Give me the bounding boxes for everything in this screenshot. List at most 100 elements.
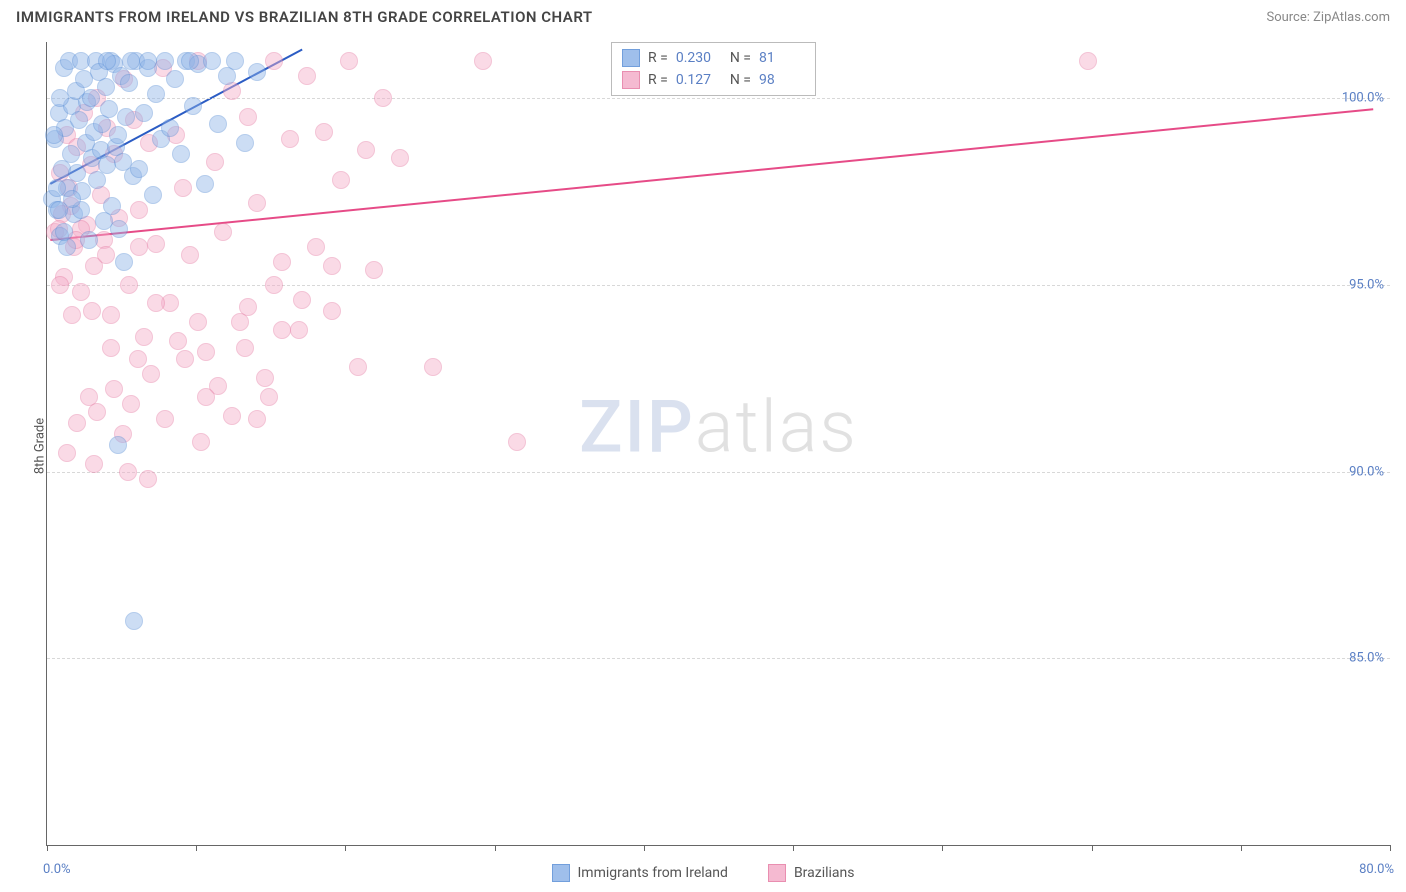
y-tick-label: 90.0% bbox=[1349, 464, 1384, 479]
legend-item-ireland: Immigrants from Ireland bbox=[552, 864, 728, 882]
scatter-point-brazilians bbox=[357, 141, 375, 159]
n-value-brazilians: 98 bbox=[759, 72, 805, 88]
scatter-point-brazilians bbox=[474, 52, 492, 70]
scatter-point-ireland bbox=[203, 52, 221, 70]
scatter-point-brazilians bbox=[130, 238, 148, 256]
scatter-point-ireland bbox=[172, 145, 190, 163]
x-tick bbox=[1092, 845, 1093, 851]
scatter-point-brazilians bbox=[323, 302, 341, 320]
source-attribution: Source: ZipAtlas.com bbox=[1266, 10, 1390, 25]
scatter-point-ireland bbox=[109, 126, 127, 144]
scatter-point-brazilians bbox=[120, 276, 138, 294]
legend-item-brazilians: Brazilians bbox=[768, 864, 855, 882]
scatter-point-ireland bbox=[51, 89, 69, 107]
scatter-point-brazilians bbox=[58, 444, 76, 462]
gridline-h bbox=[47, 98, 1390, 99]
scatter-point-brazilians bbox=[72, 283, 90, 301]
scatter-point-ireland bbox=[103, 197, 121, 215]
scatter-point-brazilians bbox=[102, 306, 120, 324]
scatter-point-brazilians bbox=[119, 463, 137, 481]
r-value-ireland: 0.230 bbox=[676, 50, 722, 66]
scatter-point-ireland bbox=[184, 97, 202, 115]
scatter-point-brazilians bbox=[147, 294, 165, 312]
legend-label-brazilians: Brazilians bbox=[794, 865, 855, 881]
scatter-point-ireland bbox=[97, 78, 115, 96]
scatter-point-ireland bbox=[82, 89, 100, 107]
n-label: N = bbox=[730, 50, 751, 66]
scatter-point-ireland bbox=[120, 74, 138, 92]
x-tick bbox=[1390, 845, 1391, 851]
scatter-point-brazilians bbox=[223, 407, 241, 425]
scatter-point-ireland bbox=[196, 175, 214, 193]
scatter-point-brazilians bbox=[102, 339, 120, 357]
scatter-point-brazilians bbox=[105, 380, 123, 398]
scatter-point-brazilians bbox=[51, 276, 69, 294]
scatter-point-brazilians bbox=[197, 388, 215, 406]
x-tick bbox=[1241, 845, 1242, 851]
scatter-point-ireland bbox=[80, 231, 98, 249]
y-tick-label: 85.0% bbox=[1349, 651, 1384, 666]
scatter-point-ireland bbox=[130, 160, 148, 178]
scatter-point-brazilians bbox=[156, 410, 174, 428]
x-tick bbox=[345, 845, 346, 851]
scatter-point-brazilians bbox=[323, 257, 341, 275]
scatter-point-ireland bbox=[98, 52, 116, 70]
scatter-point-ireland bbox=[115, 253, 133, 271]
swatch-ireland bbox=[622, 49, 640, 67]
scatter-point-brazilians bbox=[147, 235, 165, 253]
scatter-point-brazilians bbox=[265, 276, 283, 294]
scatter-point-brazilians bbox=[340, 52, 358, 70]
scatter-point-ireland bbox=[45, 126, 63, 144]
scatter-point-ireland bbox=[181, 52, 199, 70]
scatter-point-ireland bbox=[166, 70, 184, 88]
scatter-point-ireland bbox=[135, 104, 153, 122]
scatter-point-brazilians bbox=[239, 108, 257, 126]
scatter-point-brazilians bbox=[174, 179, 192, 197]
scatter-point-brazilians bbox=[181, 246, 199, 264]
scatter-point-brazilians bbox=[508, 433, 526, 451]
gridline-h bbox=[47, 658, 1390, 659]
scatter-point-brazilians bbox=[135, 328, 153, 346]
scatter-point-brazilians bbox=[307, 238, 325, 256]
stats-row-ireland: R = 0.230 N = 81 bbox=[622, 47, 805, 69]
legend-label-ireland: Immigrants from Ireland bbox=[578, 865, 728, 881]
scatter-point-ireland bbox=[122, 52, 140, 70]
scatter-point-brazilians bbox=[248, 410, 266, 428]
scatter-point-brazilians bbox=[248, 194, 266, 212]
scatter-point-ireland bbox=[109, 436, 127, 454]
scatter-point-brazilians bbox=[260, 388, 278, 406]
scatter-point-brazilians bbox=[290, 321, 308, 339]
r-label: R = bbox=[648, 72, 668, 88]
watermark-part1: ZIP bbox=[579, 385, 695, 470]
x-tick bbox=[47, 845, 48, 851]
chart-area: ZIPatlas R = 0.230 N = 81 R = 0.127 N = … bbox=[46, 42, 1390, 846]
scatter-point-brazilians bbox=[349, 358, 367, 376]
scatter-point-brazilians bbox=[189, 313, 207, 331]
scatter-point-brazilians bbox=[68, 414, 86, 432]
scatter-point-brazilians bbox=[391, 149, 409, 167]
scatter-point-brazilians bbox=[332, 171, 350, 189]
x-tick bbox=[793, 845, 794, 851]
x-tick bbox=[644, 845, 645, 851]
scatter-point-brazilians bbox=[265, 52, 283, 70]
scatter-point-brazilians bbox=[365, 261, 383, 279]
trend-line-brazilians bbox=[50, 109, 1373, 240]
scatter-point-ireland bbox=[63, 190, 81, 208]
scatter-point-brazilians bbox=[273, 321, 291, 339]
scatter-point-ireland bbox=[117, 108, 135, 126]
scatter-point-ireland bbox=[62, 145, 80, 163]
scatter-point-ireland bbox=[100, 100, 118, 118]
scatter-point-brazilians bbox=[273, 253, 291, 271]
scatter-point-brazilians bbox=[139, 470, 157, 488]
swatch-ireland bbox=[552, 864, 570, 882]
swatch-brazilians bbox=[622, 71, 640, 89]
scatter-point-brazilians bbox=[206, 153, 224, 171]
plot-area: ZIPatlas R = 0.230 N = 81 R = 0.127 N = … bbox=[46, 42, 1390, 846]
scatter-point-brazilians bbox=[315, 123, 333, 141]
scatter-point-brazilians bbox=[293, 291, 311, 309]
scatter-point-brazilians bbox=[63, 306, 81, 324]
swatch-brazilians bbox=[768, 864, 786, 882]
scatter-point-ireland bbox=[236, 134, 254, 152]
bottom-legend: Immigrants from Ireland Brazilians bbox=[0, 864, 1406, 882]
scatter-point-ireland bbox=[147, 85, 165, 103]
